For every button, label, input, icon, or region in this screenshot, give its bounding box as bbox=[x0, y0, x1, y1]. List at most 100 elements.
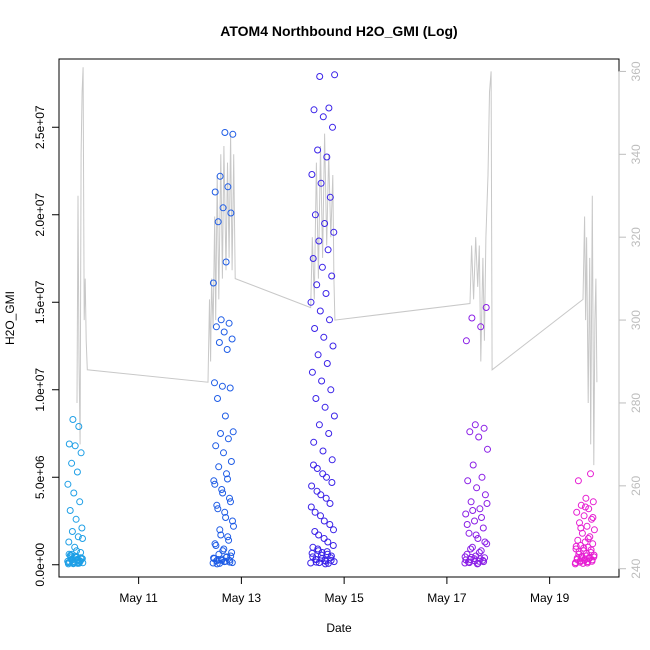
data-point bbox=[580, 544, 588, 552]
data-point bbox=[467, 553, 475, 561]
data-point bbox=[211, 379, 218, 387]
data-point bbox=[214, 556, 222, 563]
right-tick-label: 340 bbox=[629, 144, 643, 164]
data-point bbox=[312, 558, 320, 566]
data-point bbox=[311, 528, 319, 535]
data-point bbox=[482, 304, 490, 311]
data-point bbox=[218, 555, 225, 563]
data-point bbox=[587, 470, 594, 478]
data-point bbox=[467, 545, 475, 553]
data-point bbox=[311, 325, 319, 332]
data-point bbox=[574, 536, 582, 544]
data-point bbox=[68, 528, 76, 535]
data-point bbox=[322, 290, 330, 297]
data-point bbox=[220, 449, 227, 457]
data-point bbox=[462, 556, 470, 564]
data-point bbox=[590, 526, 598, 534]
data-point bbox=[466, 428, 474, 436]
data-point bbox=[79, 535, 86, 542]
data-point bbox=[330, 228, 338, 236]
data-point bbox=[214, 505, 222, 513]
data-point bbox=[308, 171, 316, 178]
data-point bbox=[326, 193, 334, 201]
data-point bbox=[483, 540, 491, 548]
data-point bbox=[219, 489, 227, 497]
data-point bbox=[312, 556, 320, 563]
data-point bbox=[326, 316, 333, 324]
data-point bbox=[220, 545, 228, 553]
x-tick-label: May 13 bbox=[222, 591, 262, 605]
data-point bbox=[225, 536, 233, 544]
data-point bbox=[573, 508, 581, 516]
data-point bbox=[214, 218, 222, 226]
data-point bbox=[310, 106, 318, 114]
data-point bbox=[572, 542, 580, 550]
data-point bbox=[587, 546, 595, 554]
data-point bbox=[221, 129, 229, 136]
x-tick-label: May 11 bbox=[119, 591, 158, 605]
data-point bbox=[213, 560, 221, 568]
data-point bbox=[584, 535, 592, 542]
data-point bbox=[320, 333, 328, 341]
data-point bbox=[65, 538, 73, 546]
data-point bbox=[324, 246, 332, 254]
right-tick-label: 300 bbox=[629, 310, 643, 330]
data-point bbox=[314, 146, 322, 154]
data-point bbox=[472, 531, 480, 539]
data-point bbox=[321, 403, 329, 411]
data-point bbox=[213, 501, 221, 509]
data-point bbox=[211, 480, 219, 488]
right-tick-label: 280 bbox=[629, 393, 643, 413]
data-point bbox=[321, 220, 329, 227]
data-point bbox=[74, 556, 82, 563]
data-point bbox=[476, 505, 484, 513]
data-point bbox=[323, 153, 331, 161]
data-point bbox=[464, 477, 472, 485]
data-point bbox=[326, 500, 334, 507]
x-tick-label: May 19 bbox=[530, 591, 570, 605]
data-point bbox=[326, 521, 334, 528]
data-point bbox=[78, 524, 86, 532]
data-point bbox=[469, 461, 477, 469]
axes-layer: May 11 May 13 May 15 May 17 May 19 0.0e+00 5.0… bbox=[33, 61, 643, 605]
data-point bbox=[228, 549, 236, 556]
data-point bbox=[223, 346, 231, 353]
data-point bbox=[69, 560, 77, 568]
data-point bbox=[465, 529, 473, 537]
data-point bbox=[222, 553, 230, 561]
data-point bbox=[572, 559, 580, 567]
data-point bbox=[75, 423, 83, 430]
data-point bbox=[66, 507, 74, 514]
data-point bbox=[68, 459, 76, 467]
data-point bbox=[217, 531, 225, 539]
data-point bbox=[309, 255, 317, 262]
data-point bbox=[224, 533, 232, 541]
data-point bbox=[220, 328, 228, 336]
data-point bbox=[216, 526, 224, 534]
data-point bbox=[585, 505, 593, 513]
data-point bbox=[325, 104, 333, 112]
data-point bbox=[320, 517, 328, 525]
data-point bbox=[586, 533, 594, 541]
data-point bbox=[577, 524, 585, 532]
data-point bbox=[324, 538, 332, 546]
data-point bbox=[328, 272, 336, 280]
data-point bbox=[483, 500, 491, 507]
data-point bbox=[229, 517, 236, 525]
data-point bbox=[481, 538, 489, 546]
data-point bbox=[310, 438, 318, 446]
data-point bbox=[329, 542, 337, 549]
data-point bbox=[573, 554, 581, 562]
data-point bbox=[329, 342, 337, 350]
data-point bbox=[72, 515, 80, 523]
data-point bbox=[224, 183, 232, 191]
data-point bbox=[314, 545, 322, 553]
data-point bbox=[330, 558, 338, 566]
data-point bbox=[317, 491, 325, 499]
data-point bbox=[576, 519, 583, 527]
data-point bbox=[77, 549, 85, 556]
data-point bbox=[474, 535, 482, 542]
data-point bbox=[229, 428, 237, 436]
data-point bbox=[463, 521, 471, 528]
